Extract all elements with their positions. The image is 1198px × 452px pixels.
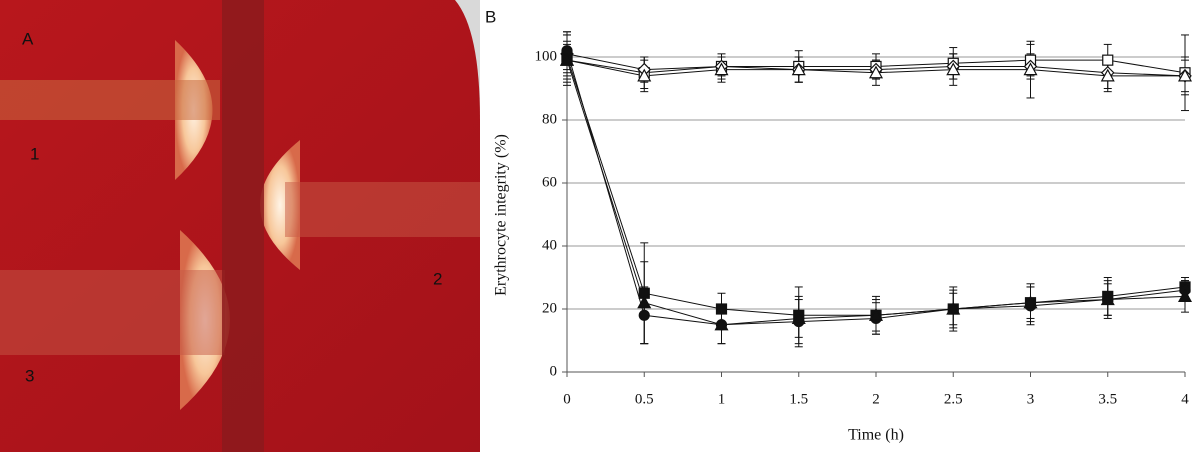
marker: [637, 68, 652, 82]
streak: [285, 182, 480, 237]
x-tick-label: 1: [718, 391, 726, 407]
marker: [1100, 292, 1115, 306]
panel-label: B: [485, 7, 496, 26]
marker: [1023, 295, 1038, 309]
x-tick-label: 1.5: [789, 391, 808, 407]
marker: [946, 62, 961, 76]
x-tick-label: 4: [1181, 391, 1189, 407]
marker: [1023, 62, 1038, 76]
y-tick-label: 100: [535, 48, 558, 64]
marker: [791, 62, 806, 76]
marker: [791, 311, 806, 325]
marker: [638, 309, 650, 321]
marker: [1102, 54, 1114, 66]
x-tick-label: 0.5: [635, 391, 654, 407]
x-tick-label: 2: [872, 391, 880, 407]
marker: [559, 52, 575, 66]
x-tick-label: 2.5: [944, 391, 963, 407]
series-line: [566, 59, 1186, 326]
y-tick-label: 40: [542, 237, 557, 253]
y-tick-label: 20: [542, 300, 557, 316]
panel-label: A: [22, 29, 34, 48]
marker: [1177, 289, 1193, 302]
center-strip: [222, 0, 264, 452]
marker: [868, 308, 884, 321]
y-tick-label: 0: [550, 363, 558, 379]
x-tick-label: 3: [1027, 391, 1035, 407]
region-label: 3: [25, 366, 34, 385]
marker: [714, 62, 729, 76]
marker: [946, 301, 961, 315]
x-axis-label: Time (h): [848, 427, 904, 444]
series-line: [566, 56, 1186, 316]
marker: [715, 303, 728, 315]
photo: A 1 2 3: [0, 0, 480, 452]
series-line: [566, 50, 1186, 326]
marker: [1177, 68, 1193, 82]
marker: [637, 295, 652, 309]
y-axis-label: Erythrocyte integrity (%): [493, 134, 510, 296]
streak: [0, 270, 225, 355]
marker: [714, 317, 729, 331]
streak: [0, 80, 220, 120]
y-tick-label: 60: [542, 174, 557, 190]
region-label: 1: [30, 144, 39, 163]
y-tick-label: 80: [542, 111, 557, 127]
marker: [868, 65, 884, 79]
x-tick-label: 3.5: [1098, 391, 1117, 407]
hemolysis-zone: [260, 140, 300, 270]
marker: [1100, 68, 1115, 82]
region-label: 2: [433, 269, 442, 288]
x-tick-label: 0: [563, 391, 571, 407]
